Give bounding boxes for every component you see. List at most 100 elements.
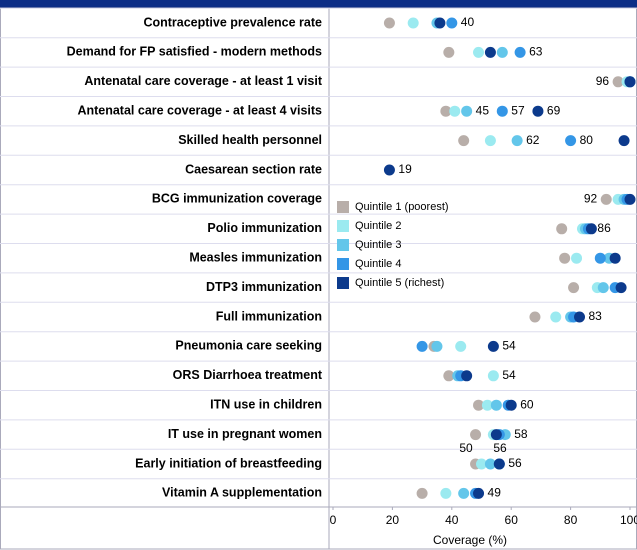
data-label: 63: [529, 45, 543, 59]
row-label: DTP3 immunization: [206, 280, 322, 294]
data-label: 96: [596, 74, 610, 88]
legend-swatch: [337, 220, 349, 232]
data-label: 19: [398, 162, 412, 176]
dot: [609, 252, 621, 264]
row-label: ORS Diarrhoea treatment: [173, 368, 323, 382]
dot: [612, 76, 624, 88]
row-label: Polio immunization: [207, 221, 322, 235]
dot: [473, 487, 485, 499]
dot: [496, 105, 508, 117]
data-label: 86: [597, 221, 611, 235]
dot: [484, 458, 496, 470]
row-label: Antenatal care coverage - at least 1 vis…: [84, 74, 322, 88]
dot: [431, 340, 443, 352]
dot: [434, 17, 446, 29]
dot: [490, 429, 502, 441]
dot: [574, 311, 586, 323]
dot: [571, 252, 583, 264]
data-label: 49: [488, 486, 502, 500]
row-label: Full immunization: [216, 309, 322, 323]
dot: [600, 193, 612, 205]
data-label: 69: [547, 103, 561, 117]
row-label: Early initiation of breastfeeding: [135, 456, 322, 470]
row-label: Vitamin A supplementation: [162, 486, 322, 500]
legend-swatch: [337, 277, 349, 289]
dot: [446, 17, 458, 29]
dot: [550, 311, 562, 323]
dot: [585, 223, 597, 235]
data-label: 45: [476, 103, 490, 117]
dot: [618, 135, 630, 147]
dot: [484, 46, 496, 58]
x-tick-label: 60: [505, 513, 519, 527]
row-label: Pneumonia care seeking: [175, 339, 322, 353]
dot: [473, 399, 485, 411]
dot: [496, 46, 508, 58]
data-label: 54: [502, 368, 516, 382]
dot: [565, 135, 577, 147]
legend-label: Quintile 5 (richest): [355, 277, 444, 289]
legend-swatch: [337, 239, 349, 251]
dot: [559, 252, 571, 264]
row-label: Contraceptive prevalence rate: [143, 15, 322, 29]
data-label: 58: [514, 427, 528, 441]
row-label: BCG immunization coverage: [152, 192, 322, 206]
row-label: Skilled health personnel: [178, 133, 322, 147]
data-label: 57: [511, 103, 525, 117]
dot: [440, 105, 452, 117]
data-label: 62: [526, 133, 540, 147]
legend-label: Quintile 4: [355, 258, 401, 270]
row-label: IT use in pregnant women: [168, 427, 322, 441]
legend-label: Quintile 3: [355, 239, 401, 251]
legend-label: Quintile 2: [355, 220, 401, 232]
dot: [487, 340, 499, 352]
header-band: [0, 0, 637, 8]
dot: [455, 340, 467, 352]
dot: [594, 252, 606, 264]
data-label: 40: [461, 15, 475, 29]
dot: [624, 193, 636, 205]
dot: [532, 105, 544, 117]
data-label: 60: [520, 397, 534, 411]
dot: [490, 399, 502, 411]
dot: [514, 46, 526, 58]
dot: [473, 46, 485, 58]
dot: [416, 487, 428, 499]
dot: [556, 223, 568, 235]
dot: [511, 135, 523, 147]
dot: [443, 370, 455, 382]
legend-swatch: [337, 201, 349, 213]
legend-swatch: [337, 258, 349, 270]
data-label: 83: [589, 309, 603, 323]
row-label: Caesarean section rate: [185, 162, 322, 176]
row-label: Measles immunization: [189, 250, 322, 264]
dot: [624, 76, 636, 88]
dot: [476, 458, 487, 470]
x-axis-label: Coverage (%): [433, 533, 507, 547]
dot: [505, 399, 517, 411]
dot: [383, 17, 395, 29]
dot: [461, 370, 473, 382]
dot: [416, 340, 428, 352]
row-label: ITN use in children: [210, 397, 322, 411]
data-label: 92: [584, 192, 598, 206]
dot: [529, 311, 541, 323]
dot: [443, 46, 455, 58]
dot: [458, 135, 470, 147]
dot: [449, 105, 461, 117]
dot: [440, 487, 452, 499]
dot: [615, 282, 627, 294]
dot: [484, 135, 496, 147]
annotation: 56: [493, 441, 507, 455]
data-label: 56: [508, 456, 522, 470]
dot: [470, 429, 482, 441]
annotation: 50: [459, 441, 473, 455]
data-label: 54: [502, 339, 516, 353]
data-label: 80: [580, 133, 594, 147]
x-tick-label: 20: [386, 513, 400, 527]
x-tick-label: 40: [445, 513, 459, 527]
row-label: Demand for FP satisfied - modern methods: [67, 45, 322, 59]
dot: [461, 105, 473, 117]
dot: [597, 282, 609, 294]
